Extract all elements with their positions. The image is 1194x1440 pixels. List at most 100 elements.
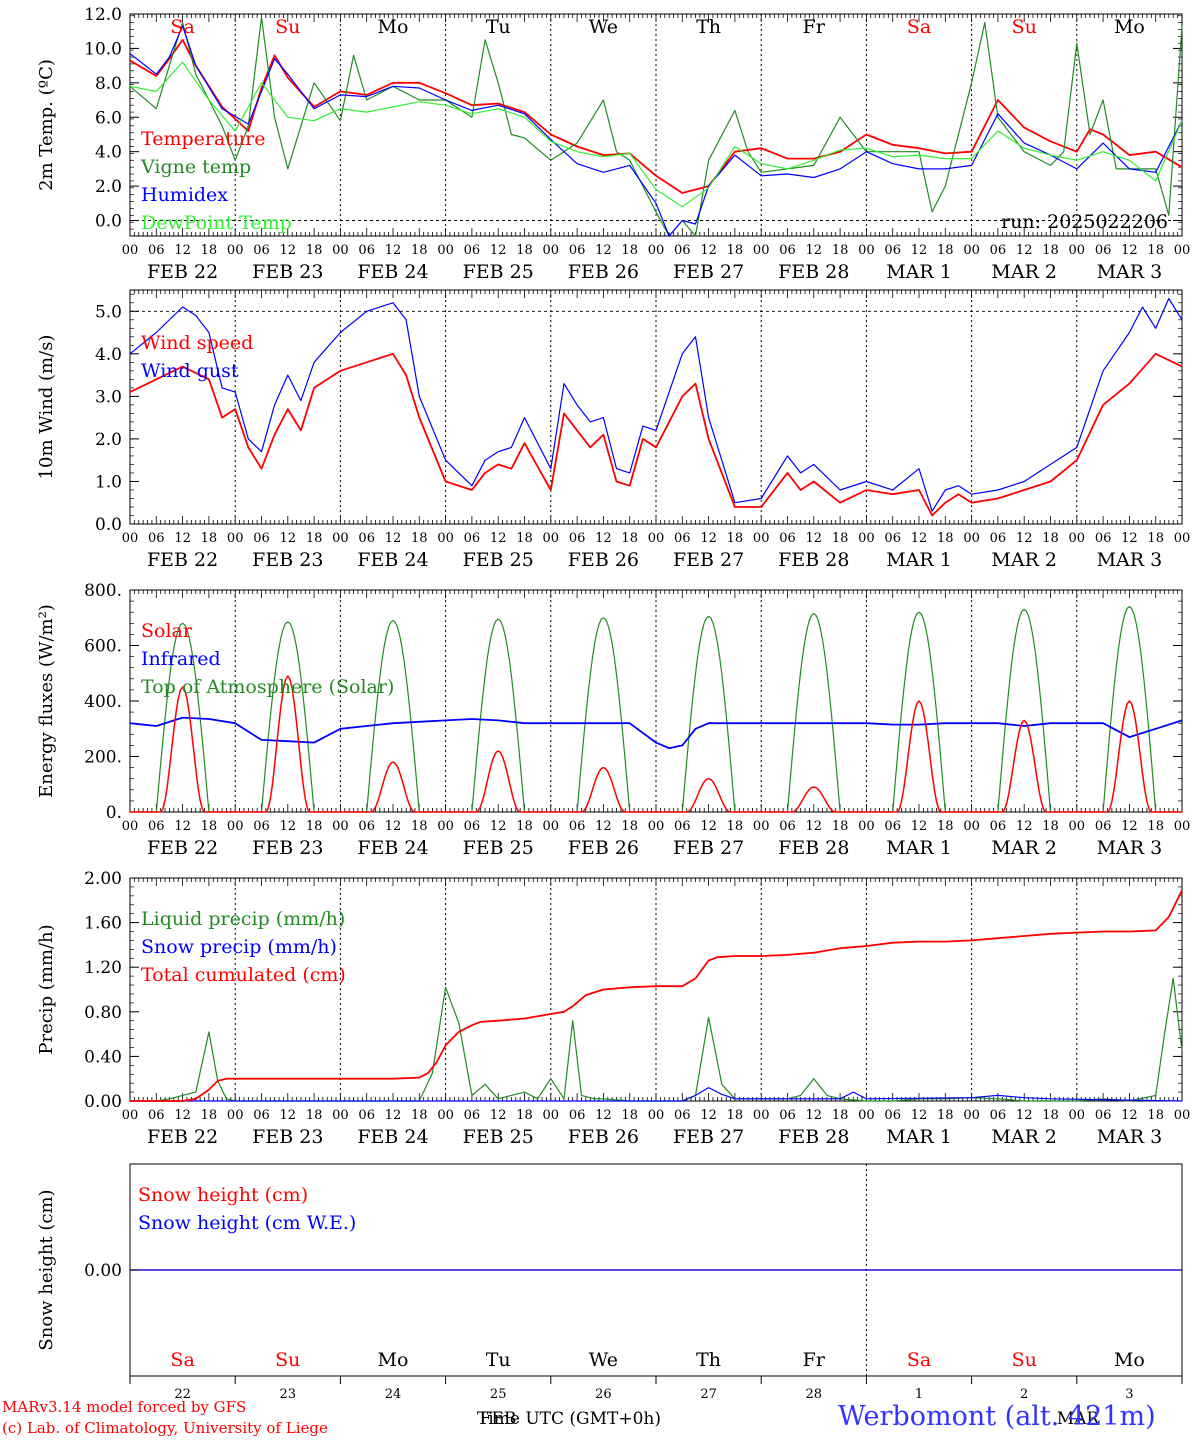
- x-hour-label: 12: [280, 531, 297, 546]
- x-hour-label: 00: [753, 819, 770, 834]
- series-solar: [130, 675, 1182, 813]
- x-date-label: FEB 26: [568, 1126, 639, 1148]
- x-hour-label: 06: [884, 819, 901, 834]
- x-hour-label: 18: [411, 531, 428, 546]
- y-tick-label: 2.00: [84, 869, 122, 889]
- x-hour-label: 00: [122, 243, 139, 258]
- x-hour-label: 18: [411, 243, 428, 258]
- x-hour-label: 00: [1174, 819, 1191, 834]
- x-hour-label: 06: [148, 243, 165, 258]
- day-name-top: Fr: [803, 16, 826, 38]
- y-tick-label: 1.60: [84, 914, 122, 934]
- x-hour-label: 12: [490, 819, 507, 834]
- x-hour-label: 18: [1147, 243, 1164, 258]
- x-hour-label: 18: [411, 1108, 428, 1123]
- x-hour-label: 06: [1095, 243, 1112, 258]
- x-hour-label: 12: [280, 1108, 297, 1123]
- x-hour-label: 18: [727, 531, 744, 546]
- x-hour-label: 00: [1174, 1108, 1191, 1123]
- x-hour-label: 12: [1121, 531, 1138, 546]
- x-hour-label: 12: [911, 1108, 928, 1123]
- x-hour-label: 12: [174, 243, 191, 258]
- day-name-top: Sa: [170, 16, 194, 38]
- x-hour-label: 18: [1042, 243, 1059, 258]
- x-hour-label: 12: [700, 243, 717, 258]
- x-hour-label: 06: [990, 1108, 1007, 1123]
- day-name-bottom: Mo: [378, 1349, 409, 1371]
- y-tick-label: 0.0: [95, 212, 122, 232]
- x-hour-label: 00: [332, 243, 349, 258]
- legend-dewpoint-temp: DewPoint Temp: [141, 212, 292, 234]
- legend-wind-gust: Wind gust: [141, 360, 239, 382]
- x-hour-label: 12: [1016, 531, 1033, 546]
- x-hour-label: 12: [490, 1108, 507, 1123]
- legend-snow-precip-mm-h-: Snow precip (mm/h): [141, 936, 337, 958]
- x-hour-label: 00: [1069, 1108, 1086, 1123]
- x-hour-label: 00: [648, 531, 665, 546]
- x-hour-label: 18: [1042, 819, 1059, 834]
- series-wind-speed: [129, 352, 1183, 517]
- x-hour-label: 18: [306, 1108, 323, 1123]
- x-hour-label: 06: [1095, 531, 1112, 546]
- x-hour-label: 12: [174, 531, 191, 546]
- x-date-label: FEB 25: [463, 261, 534, 283]
- x-date-label: MAR 1: [886, 1126, 952, 1148]
- day-number: 22: [174, 1387, 191, 1402]
- x-hour-label: 12: [280, 243, 297, 258]
- day-name-bottom: Sa: [907, 1349, 931, 1371]
- legend-vigne-temp: Vigne temp: [140, 156, 251, 178]
- x-hour-label: 12: [385, 243, 402, 258]
- y-tick-label: 0.: [106, 803, 122, 823]
- x-hour-label: 06: [779, 243, 796, 258]
- y-tick-label: 5.0: [95, 302, 122, 322]
- x-hour-label: 12: [1121, 243, 1138, 258]
- x-hour-label: 18: [1147, 1108, 1164, 1123]
- x-hour-label: 12: [1121, 819, 1138, 834]
- x-hour-label: 12: [595, 531, 612, 546]
- x-date-label: FEB 22: [147, 837, 218, 859]
- x-hour-label: 00: [332, 1108, 349, 1123]
- legend-total-cumulated-cm-: Total cumulated (cm): [141, 964, 346, 986]
- x-hour-label: 00: [1174, 243, 1191, 258]
- x-date-label: FEB 22: [147, 261, 218, 283]
- x-hour-label: 00: [122, 531, 139, 546]
- x-hour-label: 18: [832, 1108, 849, 1123]
- x-date-label: FEB 25: [463, 837, 534, 859]
- x-hour-label: 06: [358, 531, 375, 546]
- day-name-bottom: Su: [275, 1349, 300, 1371]
- x-hour-label: 18: [832, 819, 849, 834]
- x-hour-label: 00: [648, 1108, 665, 1123]
- series-wind-gust: [129, 297, 1183, 512]
- x-hour-label: 00: [963, 243, 980, 258]
- x-hour-label: 00: [1069, 531, 1086, 546]
- y-tick-label: 400.: [84, 692, 122, 712]
- x-date-label: FEB 26: [568, 261, 639, 283]
- day-name-top: Su: [1012, 16, 1037, 38]
- x-hour-label: 00: [543, 1108, 560, 1123]
- x-date-label: MAR 1: [886, 837, 952, 859]
- x-hour-label: 18: [727, 819, 744, 834]
- day-name-bottom: Fr: [803, 1349, 826, 1371]
- x-hour-label: 12: [806, 531, 823, 546]
- x-hour-label: 06: [253, 243, 270, 258]
- x-hour-label: 00: [227, 819, 244, 834]
- x-hour-label: 06: [990, 243, 1007, 258]
- x-hour-label: 12: [595, 1108, 612, 1123]
- series-infrared: [129, 716, 1183, 750]
- x-hour-label: 18: [201, 1108, 218, 1123]
- x-date-label: FEB 25: [463, 549, 534, 571]
- x-date-label: FEB 24: [357, 261, 428, 283]
- x-hour-label: 18: [306, 531, 323, 546]
- x-hour-label: 00: [543, 531, 560, 546]
- x-hour-label: 18: [201, 531, 218, 546]
- x-hour-label: 18: [621, 1108, 638, 1123]
- x-hour-label: 06: [884, 1108, 901, 1123]
- x-date-label: FEB 26: [568, 837, 639, 859]
- x-date-label: FEB 23: [252, 1126, 323, 1148]
- credit-lab: (c) Lab. of Climatology, University of L…: [2, 1419, 328, 1437]
- x-hour-label: 12: [1016, 819, 1033, 834]
- x-date-label: FEB 24: [357, 549, 428, 571]
- x-axis-label: Time UTC (GMT+0h): [477, 1409, 661, 1429]
- legend-snow-height-cm-w-e-: Snow height (cm W.E.): [138, 1212, 356, 1234]
- x-hour-label: 00: [963, 819, 980, 834]
